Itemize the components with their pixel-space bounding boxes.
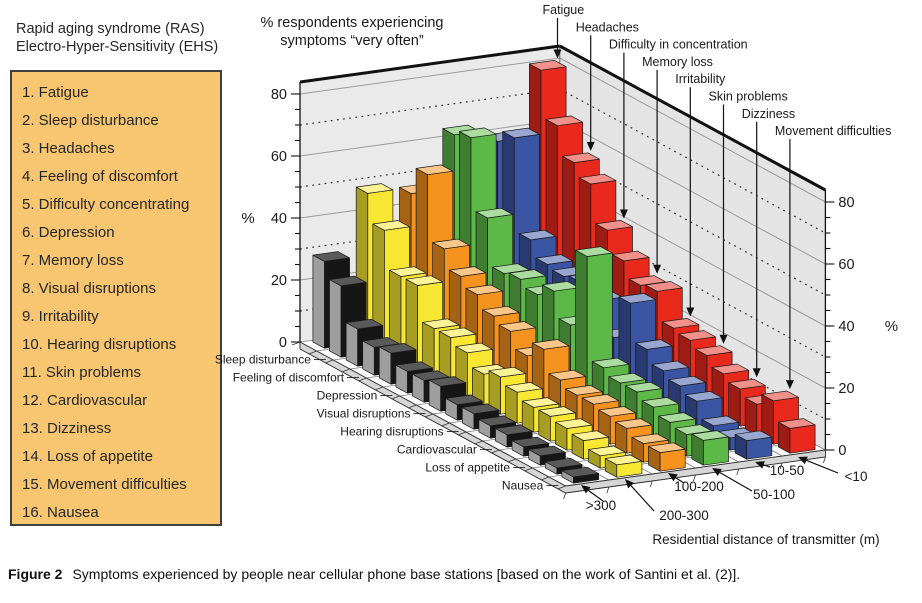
distance-arrow-icon <box>668 473 678 482</box>
legend-item-15: 15. Movement difficulties <box>22 476 187 493</box>
side-label-depression: Depression <box>317 389 378 403</box>
chart-title-line1: % respondents experiencing <box>261 15 444 31</box>
top-label-arrow-icon <box>586 141 595 151</box>
top-label-fatigue: Fatigue <box>543 3 585 17</box>
side-label-nausea: Nausea <box>502 479 544 493</box>
side-label-cardiovascular: Cardiovascular <box>397 443 477 457</box>
left-axis-tick-label: 60 <box>271 149 287 165</box>
legend-item-5: 5. Difficulty concentrating <box>22 196 190 213</box>
top-label-difficulty-in-concentration: Difficulty in concentration <box>609 38 748 52</box>
value-axes: 0 0 20 20 40 40 60 60 80 80%% <box>241 82 898 459</box>
top-label-movement-difficulties: Movement difficulties <box>775 124 892 138</box>
figure-caption: Figure 2 Symptoms experienced by people n… <box>8 566 916 582</box>
distance-arrow-icon <box>581 485 591 494</box>
top-label-dizziness: Dizziness <box>742 107 796 121</box>
legend-item-11: 11. Skin problems <box>22 364 141 381</box>
top-label-arrow-icon <box>785 380 794 390</box>
legend-item-9: 9. Irritability <box>22 308 99 325</box>
top-label-memory-loss: Memory loss <box>642 55 713 69</box>
figure-caption-text: Symptoms experienced by people near cell… <box>72 566 741 582</box>
legend-item-4: 4. Feeling of discomfort <box>22 168 178 185</box>
left-axis-tick-label: 0 <box>279 335 287 351</box>
distance-label-200-300: 200-300 <box>659 508 709 523</box>
distance-label-100-200: 100-200 <box>674 479 724 494</box>
legend-item-1: 1. Fatigue <box>22 84 89 101</box>
legend-item-14: 14. Loss of appetite <box>22 448 153 465</box>
right-axis-tick-label: 20 <box>838 381 854 397</box>
bar-nausea-10-50 <box>734 430 773 460</box>
right-axis-tick-label: 80 <box>838 195 854 211</box>
distance-arrow-icon <box>712 468 722 476</box>
top-label-arrow-icon <box>719 334 728 344</box>
left-axis-percent-label: % <box>241 210 254 227</box>
figure-caption-tag: Figure 2 <box>8 566 63 582</box>
top-label-arrow-icon <box>686 307 695 317</box>
legend-item-13: 13. Dizziness <box>22 420 112 437</box>
left-axis-tick-label: 40 <box>271 211 287 227</box>
distance-labels: >300 200-300 100-200 50-100 10-50 <10 Resident… <box>581 456 880 547</box>
side-label-hearing-disruptions: Hearing disruptions <box>340 425 443 439</box>
side-label-visual-disruptions: Visual disruptions <box>317 407 411 421</box>
distance-label-10: <10 <box>845 469 868 484</box>
top-label-irritability: Irritability <box>675 72 726 86</box>
right-axis-percent-label: % <box>885 318 898 335</box>
chart-title: % respondents experiencing symptoms “very… <box>261 15 444 49</box>
top-label-arrow-icon <box>752 368 761 378</box>
symptom-legend-box: 1. Fatigue 2. Sleep disturbance 3. Headach… <box>10 70 222 526</box>
legend-item-16: 16. Nausea <box>22 504 99 521</box>
side-label-sleep-disturbance: Sleep disturbance <box>215 353 311 367</box>
legend-item-2: 2. Sleep disturbance <box>22 112 159 129</box>
distance-label-10-50: 10-50 <box>770 463 805 478</box>
distance-label-300: >300 <box>586 498 616 513</box>
distance-arrow-icon <box>755 461 765 469</box>
bar-nausea->300 <box>561 466 599 484</box>
right-axis-tick-label: 40 <box>838 319 854 335</box>
legend-item-6: 6. Depression <box>22 224 115 241</box>
legend-item-10: 10. Hearing disruptions <box>22 336 177 353</box>
top-label-arrow-icon <box>619 209 628 219</box>
right-axis-tick-label: 0 <box>838 443 846 459</box>
bars <box>312 60 816 484</box>
bar-nausea-200-300 <box>604 454 643 478</box>
side-symptom-labels: Sleep disturbance Feeling of discomfort De… <box>215 353 559 493</box>
distance-label-50-100: 50-100 <box>753 487 795 502</box>
top-label-arrow-icon <box>553 49 562 59</box>
legend-header-line2: Electro-Hyper-Sensitivity (EHS) <box>16 39 219 55</box>
left-axis-tick-label: 80 <box>271 87 287 103</box>
legend-item-3: 3. Headaches <box>22 140 115 157</box>
legend-header: Rapid aging syndrome (RAS) Electro-Hyper… <box>16 20 218 56</box>
distance-arrow-icon <box>798 456 808 465</box>
legend-item-7: 7. Memory loss <box>22 252 124 269</box>
top-label-skin-problems: Skin problems <box>709 90 788 104</box>
top-symptom-labels: Fatigue Headaches Difficulty in concentrat… <box>543 3 892 390</box>
bar-nausea-<10 <box>778 418 816 454</box>
legend-header-line1: Rapid aging syndrome (RAS) <box>16 21 205 37</box>
legend-item-12: 12. Cardiovascular <box>22 392 148 409</box>
distance-axis-title: Residential distance of transmitter (m) <box>652 532 879 547</box>
distance-arrow-icon <box>625 479 634 489</box>
legend-item-8: 8. Visual disruptions <box>22 280 156 297</box>
bar-nausea-50-100 <box>691 430 729 466</box>
chart-title-line2: symptoms “very often” <box>280 33 424 49</box>
side-label-feeling-of-discomfort: Feeling of discomfort <box>233 371 345 385</box>
bar-nausea-100-200 <box>648 442 686 472</box>
top-label-headaches: Headaches <box>576 20 639 34</box>
top-label-arrow-icon <box>653 264 662 274</box>
bar3d-chart: 0 0 20 20 40 40 60 60 80 80%% Fatigue Headaches Diff… <box>215 3 898 547</box>
right-axis-tick-label: 60 <box>838 257 854 273</box>
side-label-loss-of-appetite: Loss of appetite <box>425 461 510 475</box>
left-axis-tick-label: 20 <box>271 273 287 289</box>
